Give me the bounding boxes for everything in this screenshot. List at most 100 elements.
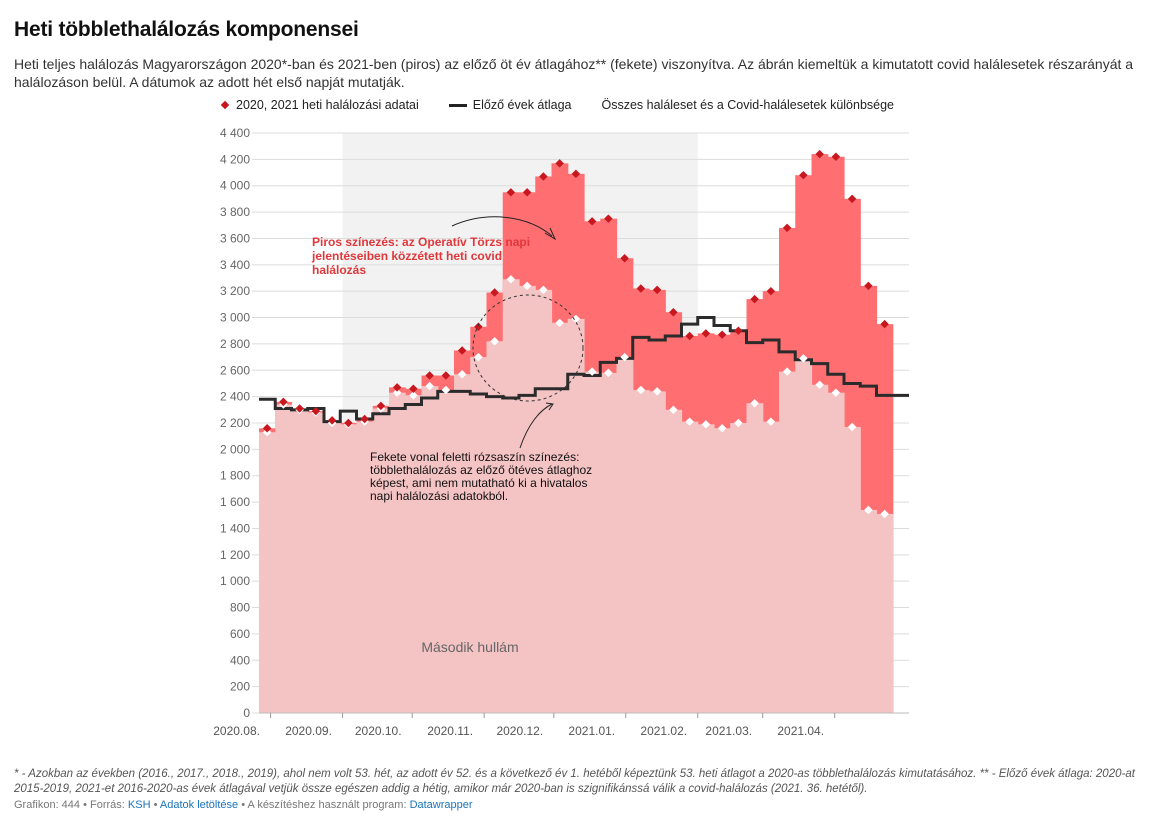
- source-link[interactable]: KSH: [127, 799, 151, 811]
- difference-marker: [815, 380, 824, 390]
- difference-marker: [555, 318, 564, 328]
- x-tick-label: 2021.04.: [777, 724, 824, 738]
- annotation-arrow-pink: [519, 403, 553, 449]
- y-tick-label: 3 400: [220, 258, 250, 272]
- x-tick-label: 2020.11.: [427, 724, 473, 738]
- non-covid-death-bar: [502, 279, 520, 713]
- y-tick-label: 400: [230, 653, 250, 667]
- difference-marker: [669, 405, 678, 415]
- x-tick-label: 2020.08.: [213, 724, 260, 738]
- annotation-covid: Piros színezés: az Operatív Törzs napi je…: [311, 235, 530, 277]
- credits: Grafikon: 444 • Forrás: KSH • Adatok let…: [14, 799, 473, 811]
- annotation-pink: Fekete vonal feletti rózsaszín színezés:…: [370, 450, 592, 503]
- difference-marker: [604, 368, 613, 378]
- total-death-marker: [295, 404, 304, 413]
- non-covid-death-bar: [291, 409, 309, 713]
- difference-marker: [717, 424, 727, 433]
- non-covid-death-bar: [681, 421, 699, 713]
- difference-marker: [474, 352, 483, 362]
- legend-item-difference: Összes haláleset és a Covid-halálesetek …: [601, 98, 894, 112]
- chart-subtitle: Heti teljes halálozás Magyarországon 202…: [14, 56, 1134, 90]
- datawrapper-link[interactable]: Datawrapper: [409, 799, 473, 811]
- difference-marker: [750, 398, 759, 408]
- non-covid-death-bar: [454, 374, 471, 713]
- difference-marker: [441, 385, 451, 395]
- y-tick-label: 2 800: [220, 337, 250, 351]
- y-tick-label: 2 600: [220, 363, 250, 377]
- non-covid-death-bar: [372, 408, 390, 713]
- total-death-marker: [490, 288, 499, 297]
- x-tick-label: 2021.02.: [640, 724, 687, 738]
- legend-item-average: Előző évek átlaga: [448, 98, 571, 112]
- non-covid-death-bar: [860, 510, 878, 713]
- legend-label-difference: Összes haláleset és a Covid-halálesetek …: [601, 98, 895, 112]
- non-covid-death-bar: [795, 358, 813, 713]
- annotation-arrowhead-covid: [544, 227, 557, 241]
- total-death-marker: [262, 424, 272, 433]
- non-covid-death-bar: [649, 391, 666, 713]
- credits-separator: •: [150, 799, 160, 811]
- y-tick-label: 2 000: [220, 442, 250, 456]
- footnote: * - Azokban az években (2016., 2017., 20…: [14, 768, 1135, 795]
- difference-marker: [522, 281, 532, 291]
- non-covid-death-bar: [324, 423, 341, 713]
- x-tick-label: 2020.10.: [355, 724, 402, 738]
- non-covid-death-bar: [259, 432, 276, 713]
- non-covid-death-bar: [307, 412, 325, 713]
- difference-marker: [652, 387, 662, 396]
- y-tick-label: 1 200: [220, 548, 250, 562]
- difference-marker: [425, 381, 434, 391]
- y-tick-label: 3 200: [220, 284, 250, 298]
- total-death-marker: [327, 416, 337, 425]
- total-death-marker: [457, 346, 467, 355]
- difference-marker: [766, 417, 776, 426]
- y-tick-label: 3 600: [220, 231, 250, 245]
- difference-marker: [782, 367, 792, 376]
- non-covid-death-bar: [551, 322, 569, 713]
- y-tick-label: 1 600: [220, 495, 250, 509]
- legend-label-deaths: 2020, 2021 heti halálozási adatai: [236, 98, 419, 112]
- non-covid-death-bar: [697, 424, 715, 713]
- y-tick-label: 2 400: [220, 390, 250, 404]
- y-tick-label: 1 800: [220, 469, 250, 483]
- total-death-marker: [750, 294, 759, 304]
- difference-marker: [734, 418, 743, 428]
- annotation-wave: Második hullám: [421, 639, 518, 655]
- difference-marker: [636, 385, 646, 395]
- total-death-marker: [766, 286, 776, 296]
- total-death-marker: [360, 414, 369, 424]
- non-covid-death-bar: [486, 341, 504, 713]
- x-tick-label: 2021.03.: [705, 724, 752, 738]
- non-covid-death-bar: [535, 289, 553, 713]
- difference-marker: [392, 388, 402, 397]
- difference-marker: [831, 388, 841, 397]
- non-covid-death-bar: [356, 421, 374, 713]
- difference-marker: [506, 275, 516, 284]
- total-death-marker: [425, 371, 434, 380]
- non-covid-death-bar: [827, 392, 845, 713]
- difference-marker: [620, 352, 629, 362]
- legend-item-deaths: 2020, 2021 heti halálozási adatai: [220, 98, 419, 112]
- non-covid-death-bar: [779, 371, 796, 713]
- difference-marker: [490, 337, 499, 346]
- y-tick-label: 1 000: [220, 574, 250, 588]
- y-tick-label: 3 000: [220, 311, 250, 325]
- difference-marker: [701, 420, 711, 429]
- total-death-marker: [409, 384, 418, 393]
- x-tick-label: 2020.09.: [285, 724, 332, 738]
- x-tick-label: 2021.01.: [568, 724, 615, 738]
- non-covid-death-bar: [405, 395, 423, 713]
- credits-tool-prefix: • A készítéshez használt program:: [238, 799, 410, 811]
- difference-marker: [409, 391, 418, 400]
- download-data-link[interactable]: Adatok letöltése: [159, 799, 239, 811]
- x-tick-label: 2020.12.: [496, 724, 543, 738]
- annotation-circle: [472, 294, 584, 402]
- total-death-marker: [685, 331, 694, 341]
- difference-marker: [799, 354, 808, 363]
- non-covid-death-bar: [616, 357, 634, 713]
- y-tick-label: 4 000: [220, 179, 250, 193]
- total-death-marker: [279, 397, 288, 407]
- non-covid-death-bar: [844, 426, 861, 713]
- total-death-marker: [392, 383, 402, 392]
- non-covid-death-bar: [470, 357, 488, 713]
